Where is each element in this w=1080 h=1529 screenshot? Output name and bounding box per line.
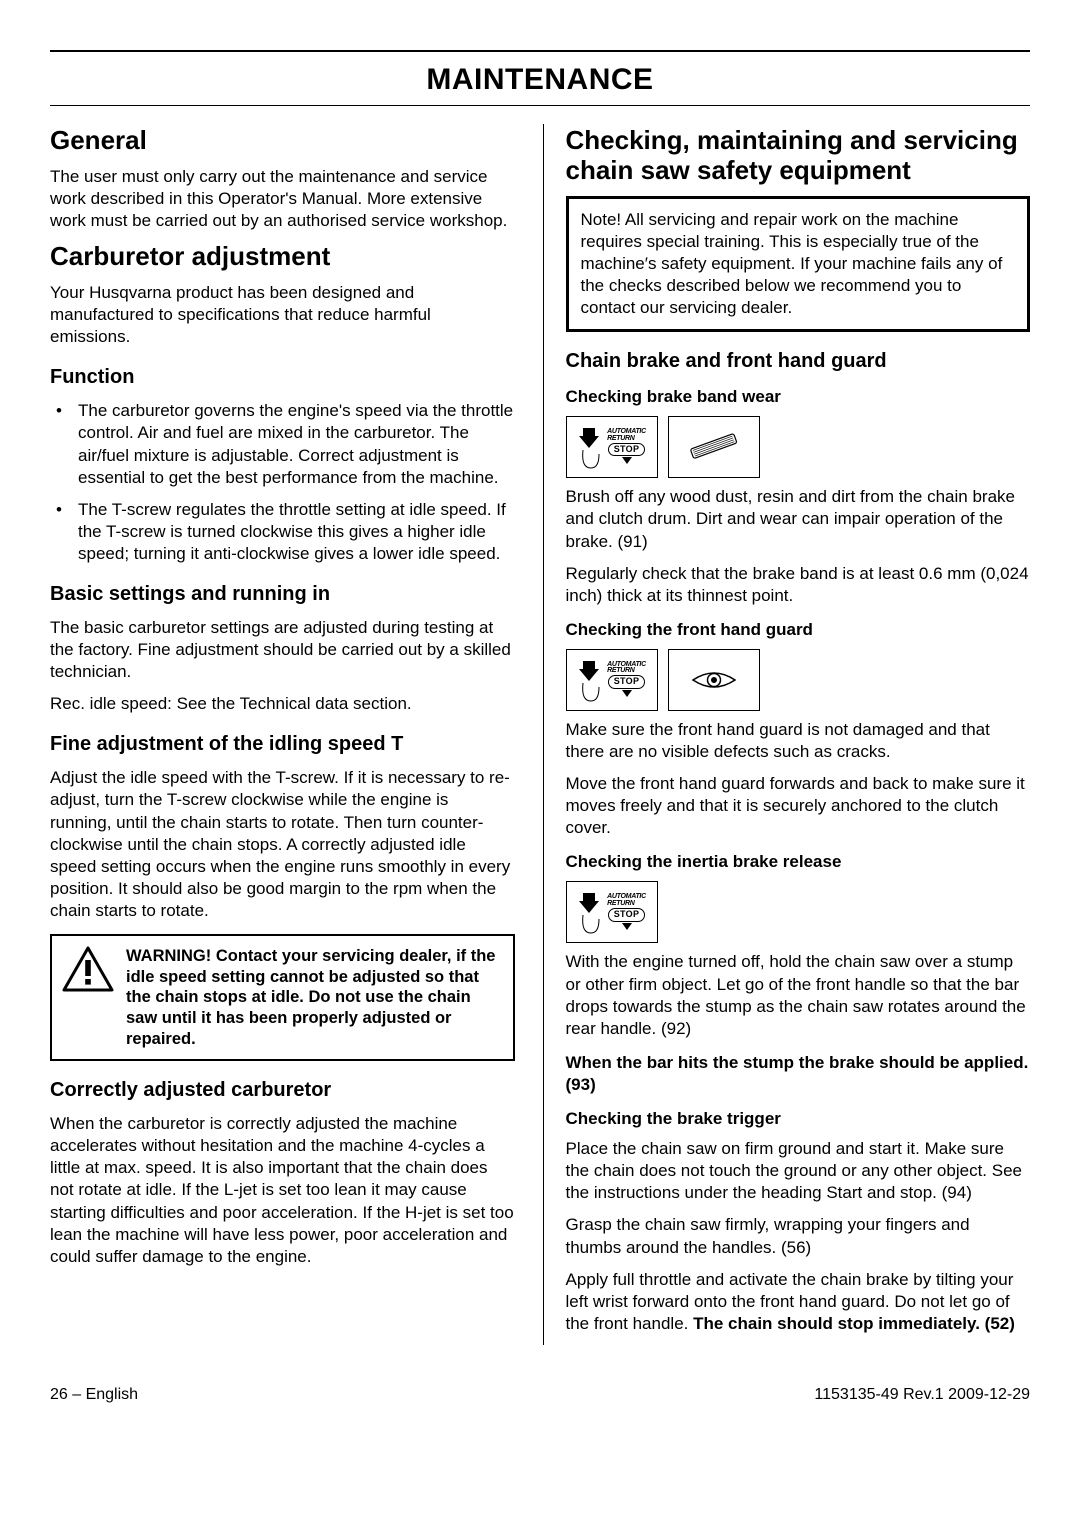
down-triangle-icon (612, 690, 642, 698)
para-band-2: Regularly check that the brake band is a… (566, 563, 1031, 607)
right-column: Checking, maintaining and servicing chai… (543, 124, 1031, 1345)
footer-left: 26 – English (50, 1385, 138, 1406)
stop-pill: STOP (608, 908, 646, 922)
hand-arrow-icon (577, 657, 603, 703)
para-trigger-2: Grasp the chain saw firmly, wrapping you… (566, 1214, 1031, 1258)
para-general: The user must only carry out the mainten… (50, 166, 515, 232)
icon-row-2: AUTOMATIC RETURN STOP (566, 649, 1031, 711)
warning-text: WARNING! Contact your servicing dealer, … (126, 946, 503, 1049)
heading-inertia-brake: Checking the inertia brake release (566, 851, 1031, 873)
top-rule (50, 50, 1030, 52)
heading-correct-carb: Correctly adjusted carburetor (50, 1077, 515, 1103)
para-trigger-3: Apply full throttle and activate the cha… (566, 1269, 1031, 1335)
eye-inspect-icon (668, 649, 760, 711)
heading-carburetor: Carburetor adjustment (50, 242, 515, 272)
auto-return-label: AUTOMATIC RETURN (607, 429, 646, 442)
list-item: The carburetor governs the engine's spee… (50, 400, 515, 488)
heading-fine-adjustment: Fine adjustment of the idling speed T (50, 731, 515, 757)
function-bullets: The carburetor governs the engine's spee… (50, 400, 515, 565)
para-basic-1: The basic carburetor settings are adjust… (50, 617, 515, 683)
hand-arrow-icon (577, 424, 603, 470)
left-column: General The user must only carry out the… (50, 124, 515, 1345)
para-carburetor: Your Husqvarna product has been designed… (50, 282, 515, 348)
heading-bar-hits-stump: When the bar hits the stump the brake sh… (566, 1052, 1031, 1096)
heading-basic-settings: Basic settings and running in (50, 581, 515, 607)
brake-band-icon (668, 416, 760, 478)
warning-box: WARNING! Contact your servicing dealer, … (50, 934, 515, 1061)
para-correct: When the carburetor is correctly adjuste… (50, 1113, 515, 1268)
down-triangle-icon (612, 457, 642, 465)
para-trigger-1: Place the chain saw on firm ground and s… (566, 1138, 1031, 1204)
para-fine: Adjust the idle speed with the T-screw. … (50, 767, 515, 922)
heading-brake-band-wear: Checking brake band wear (566, 386, 1031, 408)
page-footer: 26 – English 1153135-49 Rev.1 2009-12-29 (50, 1385, 1030, 1406)
heading-chain-brake: Chain brake and front hand guard (566, 348, 1031, 374)
footer-right: 1153135-49 Rev.1 2009-12-29 (814, 1385, 1030, 1406)
icon-row-3: AUTOMATIC RETURN STOP (566, 881, 1031, 943)
page-title: MAINTENANCE (50, 60, 1030, 99)
stop-pill: STOP (608, 675, 646, 689)
title-underline (50, 105, 1030, 106)
stop-switch-icon: AUTOMATIC RETURN STOP (566, 416, 658, 478)
two-column-layout: General The user must only carry out the… (50, 124, 1030, 1345)
heading-front-hand-guard: Checking the front hand guard (566, 619, 1031, 641)
heading-brake-trigger: Checking the brake trigger (566, 1108, 1031, 1130)
down-triangle-icon (612, 923, 642, 931)
stop-switch-icon: AUTOMATIC RETURN STOP (566, 649, 658, 711)
heading-general: General (50, 126, 515, 156)
stop-switch-icon: AUTOMATIC RETURN STOP (566, 881, 658, 943)
warning-triangle-icon (62, 946, 114, 992)
heading-checking-servicing: Checking, maintaining and servicing chai… (566, 126, 1031, 186)
icon-row-1: AUTOMATIC RETURN STOP (566, 416, 1031, 478)
para-fg-1: Make sure the front hand guard is not da… (566, 719, 1031, 763)
heading-function: Function (50, 364, 515, 390)
para-fg-2: Move the front hand guard forwards and b… (566, 773, 1031, 839)
note-box: Note! All servicing and repair work on t… (566, 196, 1031, 332)
auto-return-label: AUTOMATIC RETURN (607, 894, 646, 907)
stop-pill: STOP (608, 443, 646, 457)
hand-arrow-icon (577, 889, 603, 935)
para-trigger-3b: The chain should stop immediately. (52) (693, 1314, 1015, 1333)
auto-return-label: AUTOMATIC RETURN (607, 662, 646, 675)
para-band-1: Brush off any wood dust, resin and dirt … (566, 486, 1031, 552)
list-item: The T-screw regulates the throttle setti… (50, 499, 515, 565)
para-inertia-1: With the engine turned off, hold the cha… (566, 951, 1031, 1039)
para-basic-2: Rec. idle speed: See the Technical data … (50, 693, 515, 715)
